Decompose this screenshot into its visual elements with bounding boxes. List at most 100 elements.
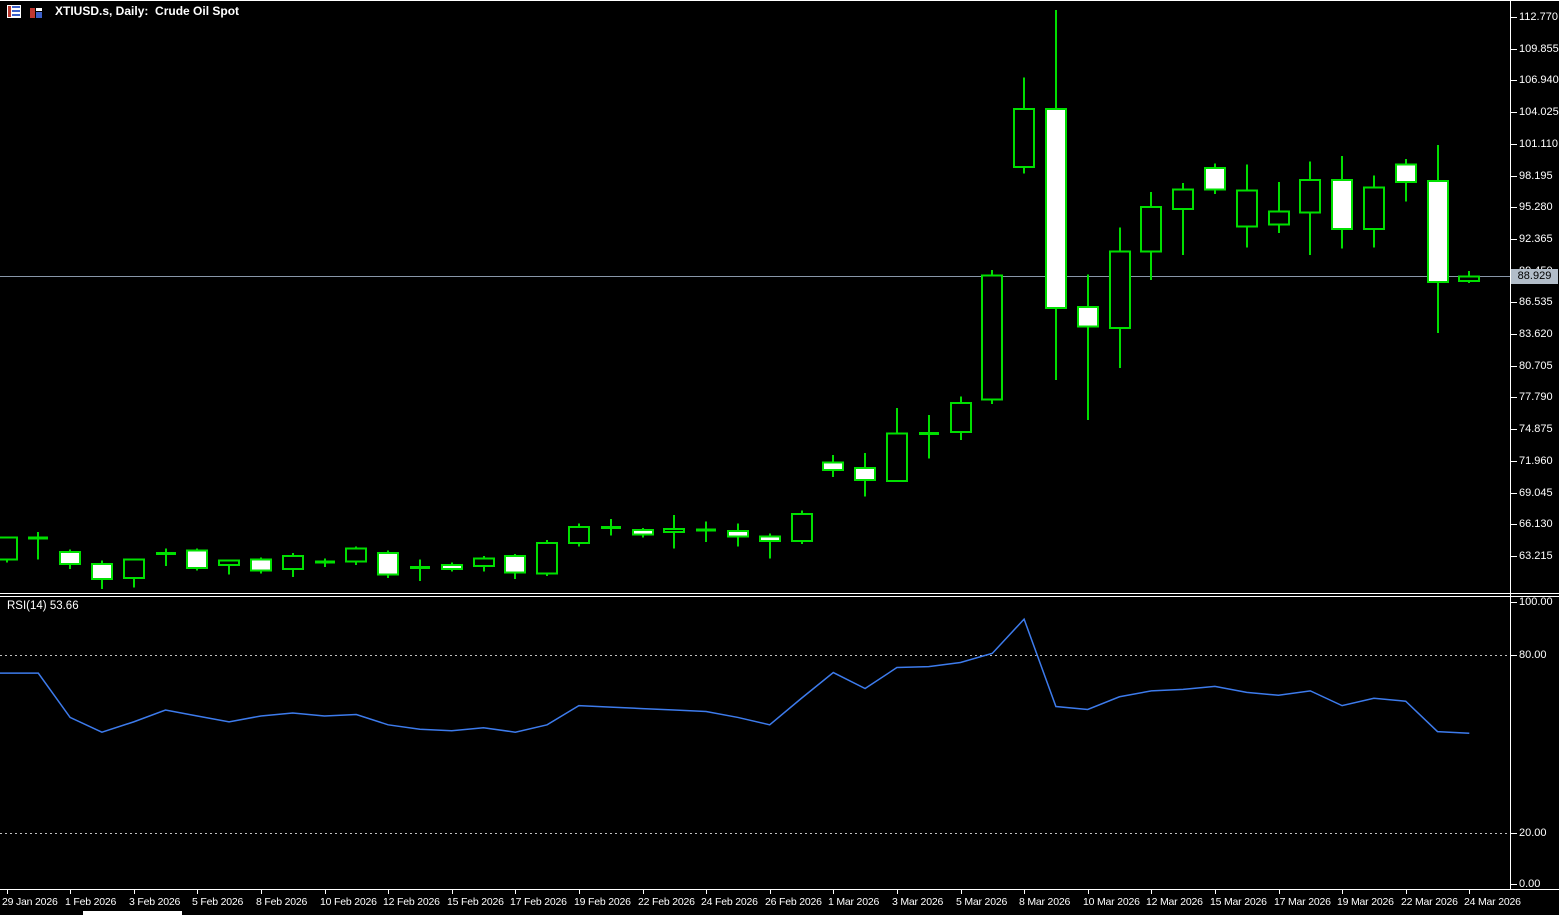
bar-chart-icon-red-bar (30, 8, 35, 18)
candle (981, 270, 1003, 404)
price-axis-label: 86.535 (1519, 296, 1553, 309)
price-axis-label: 83.620 (1519, 328, 1553, 341)
candle (601, 519, 621, 536)
date-axis-label: 22 Mar 2026 (1401, 896, 1458, 908)
chart-list-icon-stripe (8, 6, 11, 17)
price-axis-label: 104.025 (1519, 106, 1559, 119)
price-axis-label: 69.045 (1519, 486, 1553, 499)
candle (1204, 163, 1226, 194)
chart-list-icon[interactable] (7, 5, 21, 18)
date-axis-label: 22 Feb 2026 (638, 896, 695, 908)
candle (1045, 10, 1067, 380)
candle (28, 532, 48, 560)
date-axis-label: 5 Feb 2026 (192, 896, 244, 908)
candle (186, 548, 208, 571)
candle (536, 539, 558, 576)
candle (91, 560, 113, 589)
candle (315, 558, 335, 568)
date-axis-label: 3 Mar 2026 (892, 896, 944, 908)
candle (0, 536, 18, 563)
date-axis-label: 19 Mar 2026 (1337, 896, 1394, 908)
date-axis-label: 19 Feb 2026 (574, 896, 631, 908)
date-axis-label: 3 Feb 2026 (129, 896, 181, 908)
indicator-label: RSI(14) 53.66 (7, 600, 79, 612)
date-axis-label: 12 Mar 2026 (1146, 896, 1203, 908)
candle (919, 414, 939, 459)
date-axis-label: 12 Feb 2026 (383, 896, 440, 908)
bar-chart-icon-blue-bar (36, 12, 42, 18)
date-axis-label: 26 Feb 2026 (765, 896, 822, 908)
bar-chart-icon[interactable] (29, 5, 43, 18)
candle (1299, 161, 1321, 255)
date-axis-label: 17 Feb 2026 (510, 896, 567, 908)
current-price-tag: 88.929 (1511, 268, 1558, 284)
rsi-axis-label: 20.00 (1519, 826, 1547, 839)
price-axis-label: 80.705 (1519, 359, 1553, 372)
candle (218, 559, 240, 575)
candle (377, 550, 399, 578)
candle (410, 559, 430, 582)
candle (441, 562, 463, 572)
date-axis-label: 24 Feb 2026 (701, 896, 758, 908)
date-axis-label: 10 Feb 2026 (320, 896, 377, 908)
h-scrollbar-thumb[interactable] (83, 911, 182, 915)
price-axis-label: 109.855 (1519, 42, 1559, 55)
candle (1331, 155, 1353, 249)
price-axis-label: 77.790 (1519, 391, 1553, 404)
candle (1013, 77, 1035, 174)
date-axis-label: 15 Mar 2026 (1210, 896, 1267, 908)
chart-title: XTIUSD.s, Daily: Crude Oil Spot (55, 4, 240, 18)
date-axis-label: 15 Feb 2026 (447, 896, 504, 908)
candle (1236, 164, 1258, 248)
date-axis-label: 1 Feb 2026 (65, 896, 117, 908)
price-axis-label: 92.365 (1519, 232, 1553, 245)
candle (250, 557, 272, 574)
candle (123, 558, 145, 588)
price-axis-label: 106.940 (1519, 74, 1559, 87)
candle (282, 552, 304, 577)
candle (1458, 271, 1480, 284)
candle (473, 556, 495, 572)
rsi-axis-label: 100.00 (1519, 596, 1553, 608)
price-axis-label: 95.280 (1519, 201, 1553, 214)
date-axis-label: 1 Mar 2026 (828, 896, 880, 908)
candle (663, 514, 685, 549)
date-axis-label: 24 Mar 2026 (1464, 896, 1521, 908)
date-axis-label: 29 Jan 2026 (2, 896, 58, 908)
candle (1172, 183, 1194, 255)
price-axis-label: 74.875 (1519, 423, 1553, 436)
price-axis-label: 71.960 (1519, 454, 1553, 467)
candle (759, 533, 781, 559)
candle (886, 408, 908, 483)
candle (822, 455, 844, 477)
candle (854, 452, 876, 497)
candle (1268, 182, 1290, 234)
price-axis-label: 112.770 (1519, 11, 1558, 23)
candle (1395, 159, 1417, 202)
candle (1109, 227, 1131, 369)
candle (632, 527, 654, 538)
candle (504, 553, 526, 580)
chart-title-bar: XTIUSD.s, Daily: Crude Oil Spot (0, 1, 1559, 22)
price-axis-label: 66.130 (1519, 518, 1553, 531)
price-axis-label: 101.110 (1519, 137, 1558, 150)
date-axis-label: 17 Mar 2026 (1274, 896, 1331, 908)
window-top-border (0, 0, 1559, 1)
rsi-axis-label: 80.00 (1519, 649, 1547, 662)
candle (345, 546, 367, 565)
rsi-line (0, 617, 1470, 734)
date-axis-label: 10 Mar 2026 (1083, 896, 1140, 908)
candle (59, 549, 81, 570)
candle (1140, 191, 1162, 280)
candle (1363, 175, 1385, 248)
date-axis-label: 8 Feb 2026 (256, 896, 308, 908)
candle (156, 548, 176, 566)
candle (1077, 274, 1099, 421)
date-axis-label: 5 Mar 2026 (956, 896, 1008, 908)
price-axis-label: 98.195 (1519, 169, 1553, 182)
candle (727, 523, 749, 547)
bar-chart-icon-white-square (36, 8, 42, 11)
rsi-axis-label: 0.00 (1519, 878, 1541, 890)
